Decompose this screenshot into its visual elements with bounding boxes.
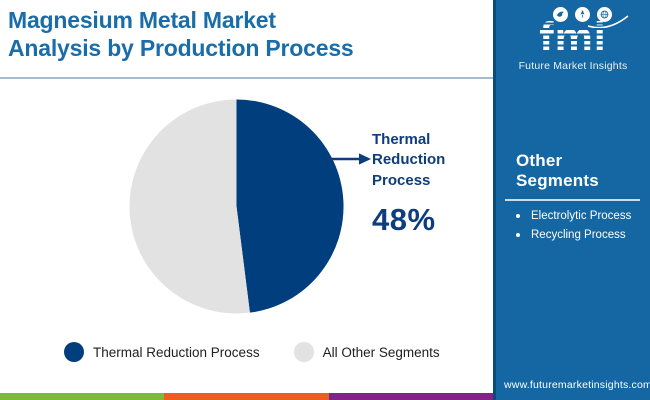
footer-stripe [0,393,493,400]
other-segments-section: Other Segments Electrolytic Process Recy… [496,151,650,248]
legend-label-others: All Other Segments [322,344,440,360]
bullet-dot [516,214,520,218]
segment-label: Recycling Process [531,229,626,241]
callout: Thermal Reduction Process 48% [372,130,464,238]
page-title: Magnesium Metal Market Analysis by Produ… [8,6,354,62]
sidebar: fmi Future Market Insights Other Segment… [493,0,650,400]
segments-divider [505,199,640,201]
segment-label: Electrolytic Process [531,210,632,222]
legend-label-thermal: Thermal Reduction Process [93,344,260,360]
stripe-green [0,393,165,400]
page-title-line2: Analysis by Production Process [8,35,354,62]
callout-label: Thermal Reduction Process [372,131,446,189]
stripe-orange [164,393,329,400]
legend-item-others: All Other Segments [293,342,440,362]
stripe-purple [328,393,493,400]
chart-panel: Magnesium Metal Market Analysis by Produ… [0,6,493,400]
callout-arrow [329,153,371,165]
pie-chart [129,99,371,314]
bird-icon [553,7,568,22]
rocket-icon [575,7,590,22]
header-divider [0,77,493,79]
page-title-line1: Magnesium Metal Market [8,7,276,33]
legend: Thermal Reduction Process All Other Segm… [64,342,440,362]
pie-slices [129,99,344,314]
list-item: Recycling Process [516,229,644,241]
brand-icons [553,7,612,22]
pie-slice-0 [236,99,344,313]
legend-swatch-thermal [64,342,84,362]
bullet-dot [516,233,520,237]
list-item: Electrolytic Process [516,210,644,222]
brand-tagline: Future Market Insights [518,59,628,72]
pie-slice-1 [129,99,250,314]
other-segments-list: Electrolytic Process Recycling Process [496,210,650,241]
globe-icon [597,7,612,22]
brand-logo: fmi Future Market Insights [496,4,650,72]
callout-value: 48% [372,201,436,237]
website-url: www.futuremarketinsights.com [504,379,650,391]
fmi-logo-text: fmi [539,14,607,62]
legend-swatch-others [293,342,314,362]
other-segments-heading: Other Segments [516,151,599,190]
legend-item-thermal: Thermal Reduction Process [64,342,260,362]
